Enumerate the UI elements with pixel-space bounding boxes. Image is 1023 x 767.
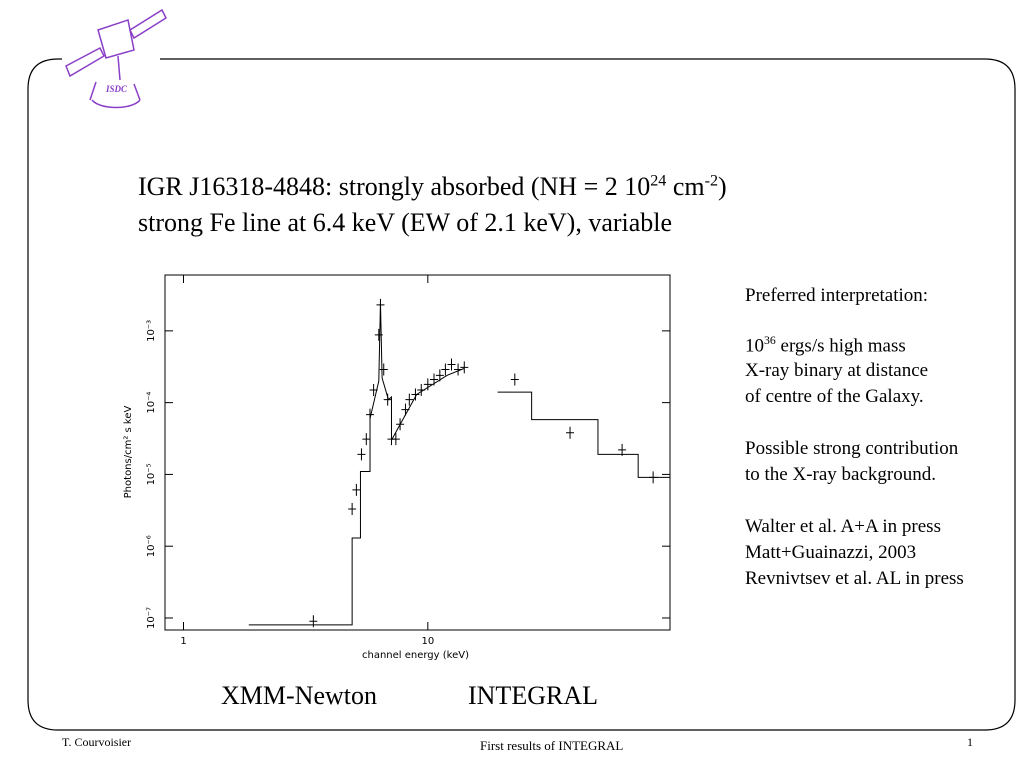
data-point [357,448,366,461]
y-axis-label: Photons/cm² s keV [123,405,134,498]
data-point [566,426,575,439]
data-point [441,363,450,376]
page-number: 1 [967,735,973,749]
title-text: cm [666,172,705,201]
x-tick-label: 10 [421,636,434,647]
note: 1036 ergs/s high mass [745,334,906,357]
data-point [447,358,456,371]
note: to the X-ray background. [745,464,936,485]
caption: XMM-Newton [221,681,377,710]
logo-text: ISDC [105,84,128,94]
x-axis-label: channel energy (keV) [362,650,469,661]
data-point [362,433,371,446]
slide-border [27,58,1016,731]
data-point [423,378,432,391]
title-line: IGR J16318-4848: strongly absorbed (NH =… [138,172,727,202]
data-point [411,388,420,401]
data-point [510,373,519,386]
y-tick-label: 10⁻⁶ [146,535,157,557]
data-point [379,363,388,376]
y-tick-label: 10⁻⁵ [146,463,157,485]
note-text: ergs/s high mass [775,335,906,357]
title-text: ) [718,172,727,201]
data-point [460,361,469,374]
data-point [618,443,627,456]
footer-center: First results of INTEGRAL [480,738,624,753]
footer-left: T. Courvoisier [62,735,132,749]
title-line: strong Fe line at 6.4 keV (EW of 2.1 keV… [138,208,673,237]
note: of centre of the Galaxy. [745,386,924,407]
logo-graphic [65,8,167,109]
plot-frame [164,274,671,631]
data-point [309,615,318,628]
note: Preferred interpretation: [745,285,929,306]
y-tick-label: 10⁻⁷ [146,607,157,629]
title-text: IGR J16318-4848: strongly absorbed (NH =… [138,172,651,201]
model-line [248,302,465,626]
note-sup: 36 [764,334,776,347]
y-tick-label: 10⁻³ [146,320,157,342]
y-tick-label: 10⁻⁴ [146,392,157,414]
data-point [391,433,400,446]
note: Possible strong contribution [745,438,959,459]
title-sup: 24 [650,172,667,190]
caption: INTEGRAL [468,681,598,710]
data-point [405,393,414,406]
note: Matt+Guainazzi, 2003 [745,542,917,563]
title-sup: -2 [704,172,719,190]
note: X-ray binary at distance [745,360,929,381]
data-point [352,483,361,496]
model-line [497,391,670,478]
x-tick-label: 1 [180,636,186,647]
note-text: 10 [745,335,764,357]
note: Revnivtsev et al. AL in press [745,568,964,589]
data-point [348,502,357,515]
note: Walter et al. A+A in press [745,516,941,537]
